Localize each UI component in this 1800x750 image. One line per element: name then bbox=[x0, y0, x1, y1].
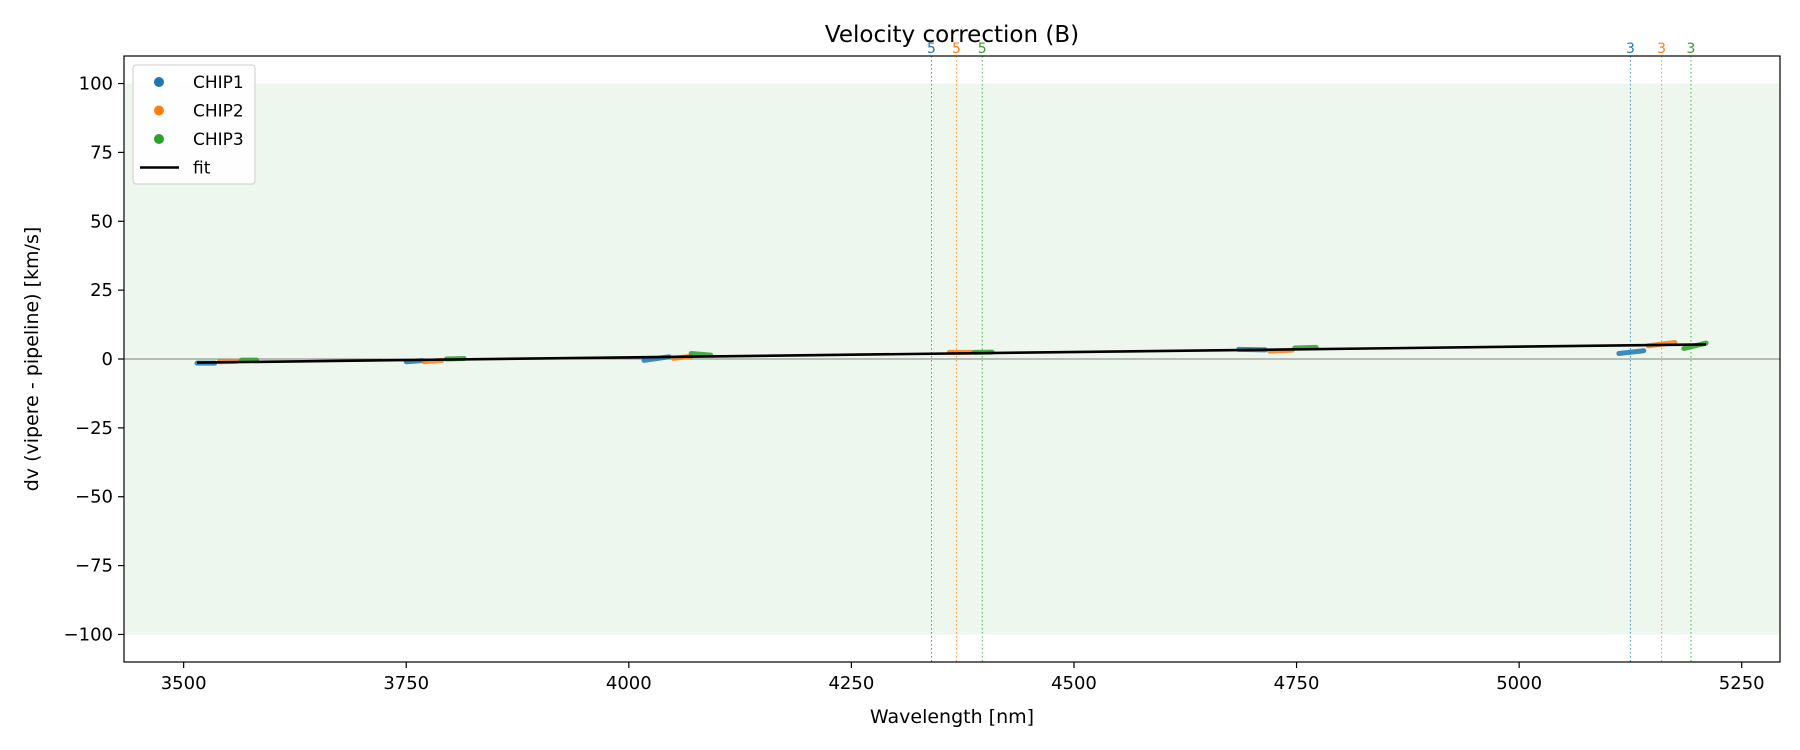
legend: CHIP1 CHIP2 CHIP3 fit bbox=[132, 64, 256, 185]
y-tick-label: −25 bbox=[75, 418, 113, 439]
y-tick-label: 25 bbox=[90, 280, 113, 301]
legend-label-chip3: CHIP3 bbox=[193, 130, 244, 150]
legend-marker-chip3 bbox=[154, 134, 164, 144]
legend-marker-chip2 bbox=[154, 105, 164, 116]
data-segment-chip1 bbox=[1616, 348, 1647, 356]
x-axis-label: Wavelength [nm] bbox=[870, 706, 1034, 728]
y-axis-label: dv (vipere - pipeline) [km/s] bbox=[21, 227, 43, 492]
y-tick-label: −100 bbox=[64, 624, 113, 645]
x-tick-label: 3500 bbox=[161, 673, 207, 694]
x-tick-label: 5000 bbox=[1496, 673, 1542, 694]
data-segment-chip3 bbox=[688, 350, 714, 358]
y-tick-label: 75 bbox=[90, 142, 113, 163]
order-marker-label: 3 bbox=[1657, 41, 1666, 57]
y-tick-label: 100 bbox=[79, 74, 113, 95]
x-tick-label: 5250 bbox=[1719, 673, 1765, 694]
legend-marker-chip1 bbox=[154, 77, 164, 87]
legend-label-chip2: CHIP2 bbox=[193, 102, 244, 122]
legend-label-chip1: CHIP1 bbox=[193, 73, 244, 93]
y-tick-label: 0 bbox=[102, 349, 113, 370]
x-tick-label: 3750 bbox=[383, 673, 429, 694]
order-marker-label: 5 bbox=[927, 41, 936, 57]
data-segment-chip3 bbox=[1292, 344, 1319, 351]
y-tick-label: 50 bbox=[90, 211, 113, 232]
chart-title: Velocity correction (B) bbox=[825, 22, 1079, 48]
x-tick-label: 4750 bbox=[1274, 673, 1320, 694]
legend-box bbox=[132, 64, 256, 185]
order-marker-label: 3 bbox=[1626, 41, 1635, 57]
order-marker-label: 5 bbox=[952, 41, 961, 57]
y-tick-label: −50 bbox=[75, 487, 113, 508]
x-tick-label: 4250 bbox=[828, 673, 874, 694]
fit-line bbox=[196, 343, 1707, 364]
legend-label-fit: fit bbox=[193, 159, 211, 179]
x-tick-label: 4500 bbox=[1051, 673, 1097, 694]
y-tick-label: −75 bbox=[75, 556, 113, 577]
order-marker-label: 3 bbox=[1687, 41, 1696, 57]
order-marker-label: 5 bbox=[978, 41, 987, 57]
x-tick-label: 4000 bbox=[606, 673, 652, 694]
